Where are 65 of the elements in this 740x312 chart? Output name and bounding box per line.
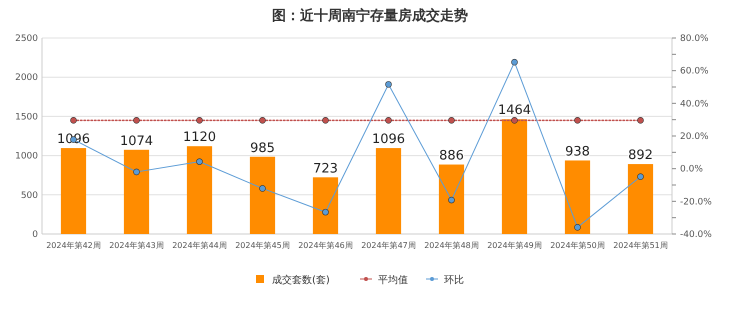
y2-tick-label: -40.0% bbox=[680, 230, 712, 240]
y2-tick-label: -20.0% bbox=[680, 197, 712, 208]
point bbox=[196, 117, 203, 124]
bar bbox=[628, 164, 654, 234]
point bbox=[574, 224, 581, 231]
point bbox=[574, 117, 581, 124]
point bbox=[385, 81, 392, 88]
y-tick-label: 1500 bbox=[15, 112, 38, 122]
data-label: 723 bbox=[313, 161, 338, 176]
point bbox=[196, 158, 203, 165]
y2-tick-label: 80.0% bbox=[680, 34, 710, 44]
y2-tick-label: 20.0% bbox=[680, 132, 710, 142]
data-label: 1464 bbox=[498, 103, 532, 118]
point bbox=[259, 117, 266, 124]
y-tick-label: 500 bbox=[20, 190, 38, 201]
data-label: 1074 bbox=[120, 134, 154, 149]
bar bbox=[376, 148, 402, 234]
point bbox=[322, 208, 329, 216]
x-tick-label: 2024年第50周 bbox=[550, 241, 605, 250]
x-tick-label: 2024年第44周 bbox=[172, 241, 227, 250]
x-tick-label: 2024年第51周 bbox=[613, 241, 668, 250]
bar bbox=[502, 119, 528, 234]
x-tick-label: 2024年第42周 bbox=[46, 241, 101, 250]
point bbox=[448, 117, 455, 124]
legend-label: 环比 bbox=[444, 274, 464, 286]
x-tick-label: 2024年第48周 bbox=[424, 241, 479, 250]
data-label: 1096 bbox=[372, 132, 406, 148]
x-tick-label: 2024年第47周 bbox=[361, 241, 416, 250]
data-label: 886 bbox=[439, 148, 464, 164]
bar bbox=[564, 160, 590, 234]
y2-tick-label: 0.0% bbox=[680, 164, 704, 175]
bar bbox=[250, 156, 276, 234]
data-label: 1120 bbox=[182, 130, 216, 146]
point bbox=[511, 58, 518, 66]
point bbox=[637, 117, 644, 124]
y2-tick-label: 60.0% bbox=[680, 66, 710, 77]
bar bbox=[312, 177, 338, 234]
y2-tick-label: 40.0% bbox=[680, 99, 710, 110]
data-label: 892 bbox=[628, 148, 653, 164]
y-tick-label: 0 bbox=[32, 230, 38, 240]
y-tick-label: 2000 bbox=[15, 73, 38, 84]
point bbox=[259, 185, 266, 192]
point bbox=[448, 196, 455, 204]
y-tick-label: 2500 bbox=[15, 34, 38, 44]
x-tick-label: 2024年第49周 bbox=[487, 241, 542, 250]
x-tick-label: 2024年第45周 bbox=[235, 241, 290, 250]
bar bbox=[186, 146, 212, 234]
data-label: 938 bbox=[565, 144, 590, 160]
point bbox=[511, 117, 518, 124]
legend-label: 成交套数(套) bbox=[272, 274, 330, 286]
y-tick-label: 1000 bbox=[15, 152, 38, 162]
bar bbox=[438, 164, 464, 234]
x-tick-label: 2024年第43周 bbox=[109, 241, 164, 250]
point bbox=[637, 173, 644, 180]
point bbox=[133, 117, 140, 124]
point bbox=[133, 168, 140, 176]
point bbox=[322, 117, 329, 124]
bar bbox=[124, 150, 150, 234]
data-label: 985 bbox=[250, 140, 275, 156]
bar bbox=[60, 148, 86, 234]
x-tick-label: 2024年第46周 bbox=[298, 241, 353, 250]
point bbox=[385, 117, 392, 124]
legend-label: 平均值 bbox=[378, 274, 408, 286]
point bbox=[70, 117, 77, 124]
chart-title: 图：近十周南宁存量房成交走势 bbox=[272, 7, 468, 24]
